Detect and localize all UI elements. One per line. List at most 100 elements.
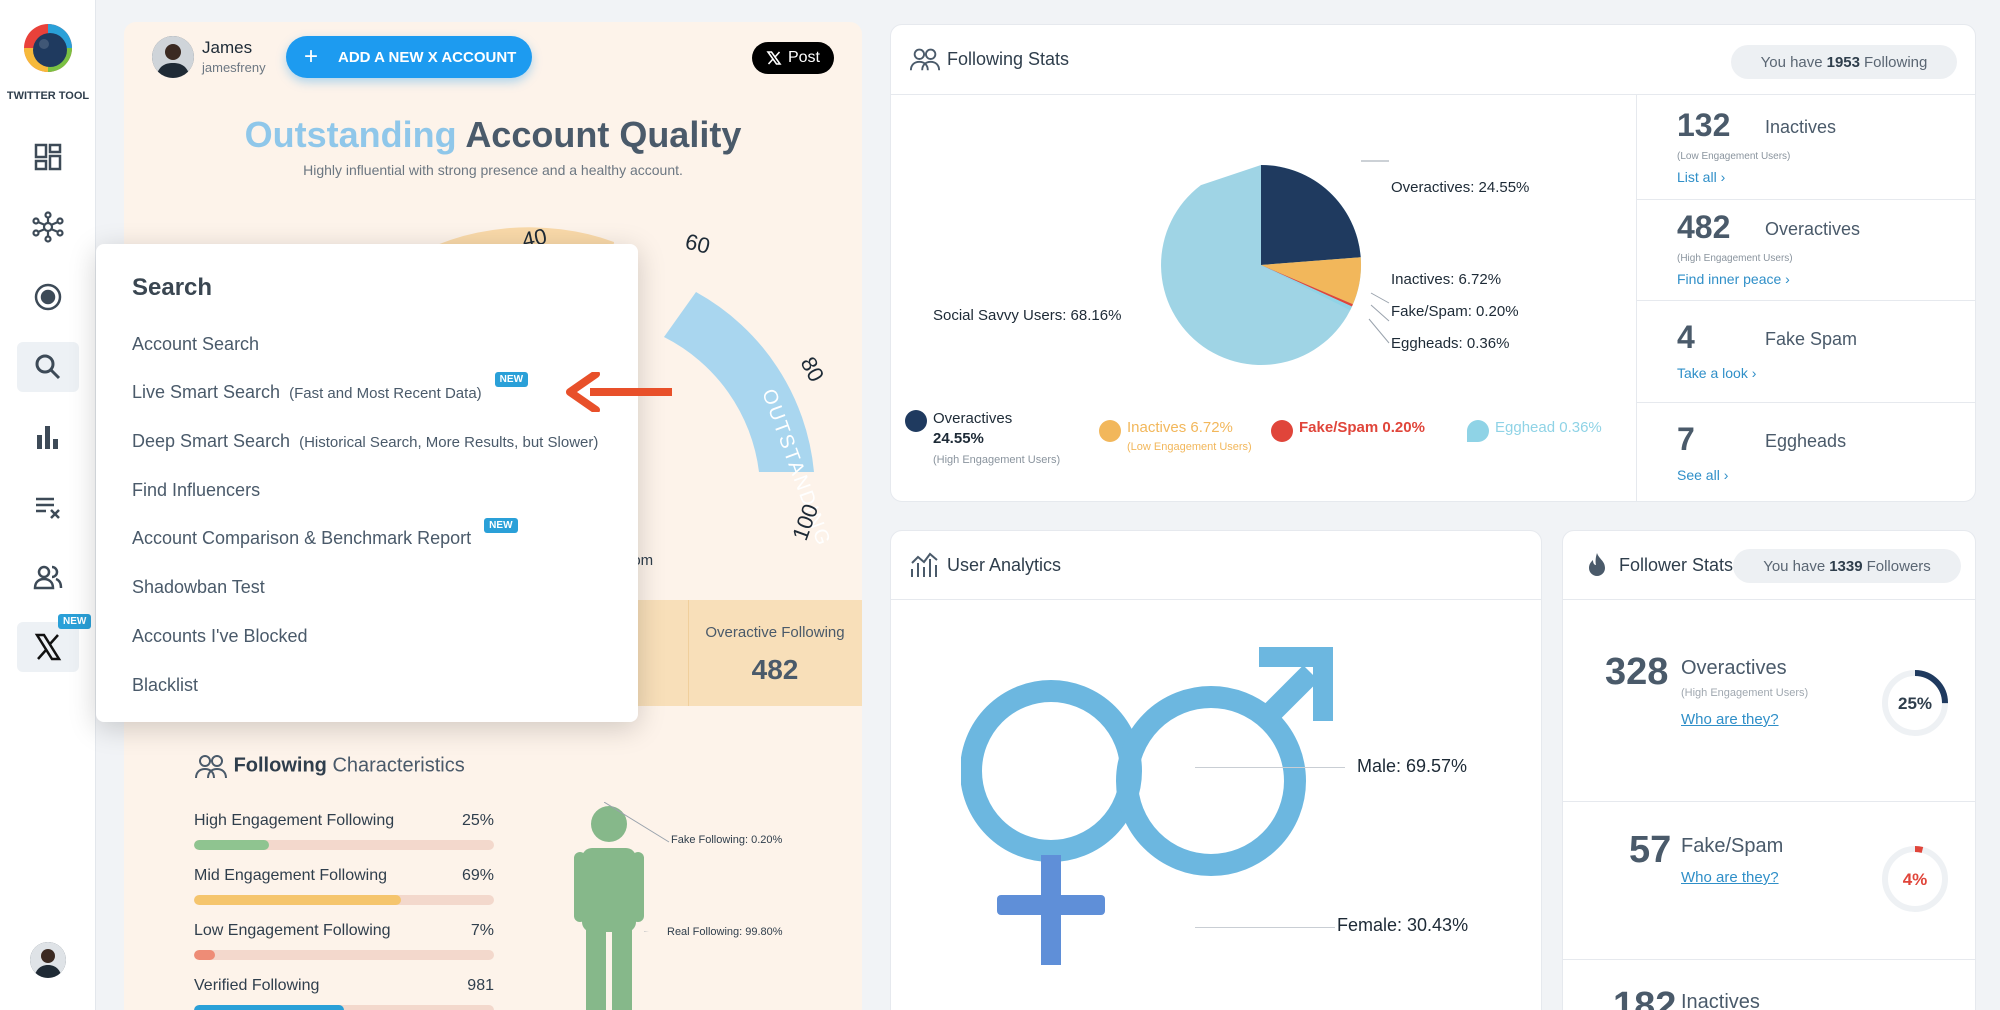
pie-leader-lines: [1361, 160, 1390, 344]
metric-overactives: 482 Overactives (High Engagement Users) …: [1657, 209, 1975, 309]
dashboard-icon: [34, 143, 62, 171]
ring-arc: [1882, 670, 1948, 736]
pie-label-overactives: Overactives: 24.55%: [1391, 179, 1530, 196]
user-name: James: [202, 38, 253, 57]
menu-item-label: Find Influencers: [132, 480, 261, 500]
following-pie-chart: [1161, 165, 1362, 365]
char-track: [194, 895, 494, 905]
list-all-link[interactable]: List all ›: [1677, 169, 1726, 185]
legend-egghead: Egghead 0.36%: [1467, 419, 1627, 442]
menu-item-live-smart-search[interactable]: Live Smart Search (Fast and Most Recent …: [132, 372, 529, 403]
metric-sub: (Low Engagement Users): [1677, 151, 1791, 162]
menu-item-accounts-blocked[interactable]: Accounts I've Blocked: [132, 626, 308, 647]
ring-label: 4%: [1903, 870, 1928, 889]
quality-subtitle: Highly influential with strong presence …: [303, 162, 683, 178]
sidebar-item-lists[interactable]: [17, 482, 79, 532]
new-badge: NEW: [494, 372, 529, 387]
new-badge: NEW: [484, 518, 518, 533]
menu-item-label: Deep Smart Search: [132, 431, 291, 451]
pie-slice-eggheads: [1261, 265, 1352, 311]
following-stats-card: Following Stats You have 1953 Following …: [890, 24, 1976, 502]
add-account-label: ADD A NEW X ACCOUNT: [338, 48, 517, 66]
pill-count: 1339: [1829, 557, 1863, 575]
menu-item-shadowban-test[interactable]: Shadowban Test: [132, 577, 265, 598]
app-logo[interactable]: [22, 22, 74, 74]
user-avatar[interactable]: [152, 36, 194, 78]
follower-stats-card: Follower Stats You have 1339 Followers 3…: [1562, 530, 1976, 1010]
legend-inactives: Inactives 6.72% (Low Engagement Users): [1099, 419, 1259, 456]
bar-chart-icon: [37, 426, 58, 449]
pill-suffix: Followers: [1866, 557, 1931, 575]
sidebar-item-analytics[interactable]: [17, 412, 79, 462]
char-fill: [194, 1005, 344, 1010]
follower-num: 328: [1605, 651, 1669, 693]
gauge-band: [664, 292, 814, 472]
target-icon: [34, 283, 62, 311]
x-logo-icon: [766, 51, 782, 65]
metric-eggheads: 7 Eggheads See all ›: [1657, 421, 1975, 501]
menu-item-find-influencers[interactable]: Find Influencers: [132, 480, 260, 501]
legend-dot: [905, 410, 927, 432]
menu-item-label: Accounts I've Blocked: [132, 626, 308, 646]
male-label: Male: 69.57%: [1357, 756, 1468, 776]
page-title: Outstanding Account Quality: [124, 114, 862, 156]
legend-sub: (High Engagement Users): [933, 454, 1061, 466]
add-account-button[interactable]: + ADD A NEW X ACCOUNT: [286, 36, 532, 78]
char-pct: 981: [467, 977, 494, 994]
following-count-pill: You have 1953 Following: [1731, 45, 1957, 79]
take-a-look-link[interactable]: Take a look ›: [1677, 365, 1757, 381]
who-are-they-link[interactable]: Who are they?: [1681, 711, 1779, 728]
sidebar-item-network[interactable]: [17, 202, 79, 252]
char-fill: [194, 950, 215, 960]
sidebar-item-search[interactable]: [17, 342, 79, 392]
legend-dot: [1467, 420, 1489, 442]
users-icon: [33, 565, 63, 590]
fake-spam-ring: 4%: [1882, 846, 1948, 912]
sidebar-item-dashboard[interactable]: [17, 132, 79, 182]
users-icon: [195, 755, 227, 779]
metric-inactives: 132 Inactives (Low Engagement Users) Lis…: [1657, 107, 1975, 207]
pie-slice-fake: [1261, 265, 1353, 307]
x-logo-icon: [34, 633, 62, 661]
annotation-arrow-icon: [566, 372, 672, 412]
male-leader-line: [1195, 767, 1345, 768]
characteristics-title-bold: Following: [233, 754, 327, 777]
menu-item-label: Account Search: [132, 334, 260, 354]
sidebar-item-x[interactable]: [17, 622, 79, 672]
metric-num: 4: [1677, 319, 1695, 355]
menu-item-account-comparison[interactable]: Account Comparison & Benchmark Report NE…: [132, 518, 518, 549]
pie-label-inactives: Inactives: 6.72%: [1391, 271, 1502, 288]
user-handle: jamesfreny: [202, 60, 266, 75]
avatar[interactable]: [30, 942, 66, 978]
network-icon: [32, 211, 64, 243]
strip-divider: [688, 600, 689, 706]
char-track: [194, 840, 494, 850]
see-all-link[interactable]: See all ›: [1677, 467, 1729, 483]
user-photo-icon: [152, 36, 194, 78]
metric-num: 132: [1677, 107, 1731, 143]
legend-sub: (Low Engagement Users): [1127, 441, 1252, 453]
menu-item-account-search[interactable]: Account Search: [132, 334, 259, 355]
sidebar-item-users[interactable]: [17, 552, 79, 602]
pie-label-fake: Fake/Spam: 0.20%: [1391, 303, 1519, 320]
metric-sub: (High Engagement Users): [1677, 253, 1793, 264]
follower-sub: (High Engagement Users): [1681, 687, 1809, 699]
menu-item-deep-smart-search[interactable]: Deep Smart Search (Historical Search, Mo…: [132, 431, 598, 452]
char-pct: 7%: [470, 922, 494, 939]
x-new-badge: NEW: [58, 614, 92, 629]
pill-count: 1953: [1826, 53, 1860, 71]
pie-slice-inactives: [1261, 257, 1361, 305]
who-are-they-link[interactable]: Who are they?: [1681, 869, 1779, 886]
person-callout-lines: [604, 802, 670, 932]
find-inner-peace-link[interactable]: Find inner peace ›: [1677, 271, 1790, 287]
menu-item-blacklist[interactable]: Blacklist: [132, 675, 198, 696]
female-leader-line: [1195, 927, 1335, 928]
plus-icon: +: [304, 43, 319, 70]
legend-value: 24.55%: [933, 430, 984, 447]
menu-item-label: Blacklist: [132, 675, 199, 695]
x-post-button[interactable]: Post: [752, 42, 834, 74]
sidebar-item-target[interactable]: [17, 272, 79, 322]
dropdown-title: Search: [132, 274, 213, 301]
char-track: [194, 1005, 494, 1010]
logo-text: TWITTER TOOL: [6, 90, 90, 102]
